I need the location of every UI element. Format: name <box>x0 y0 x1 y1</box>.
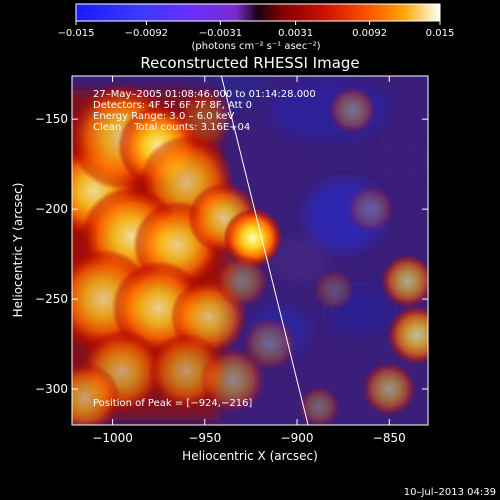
colorbar <box>75 3 441 22</box>
emission-blob <box>242 317 296 371</box>
emission-blob <box>328 86 376 134</box>
emission-blob <box>381 254 428 308</box>
emission-blob <box>387 305 428 365</box>
emission-blob <box>175 89 235 149</box>
chart-title: Reconstructed RHESSI Image <box>140 54 359 72</box>
y-tick-label: −300 <box>35 382 68 396</box>
colorbar-tick-label: 0.015 <box>426 28 455 39</box>
annotations: 27–May–2005 01:08:46.000 to 01:14:28.000… <box>93 89 316 409</box>
emission-blob <box>298 386 340 425</box>
colorbar-tick-label: 0.0031 <box>278 28 313 39</box>
x-tick-label: −850 <box>373 431 406 445</box>
y-axis-label: Heliocentric Y (arcsec) <box>11 183 25 318</box>
x-tick-label: −1000 <box>92 431 133 445</box>
plot-frame <box>71 75 429 426</box>
colorbar-tick-label: 0.0092 <box>352 28 387 39</box>
colorbar-tick-label: −0.0092 <box>125 28 168 39</box>
x-tick-label: −950 <box>188 431 221 445</box>
emission-blob <box>313 269 355 311</box>
annotation-detectors: Detectors: 4F 5F 6F 7F 8F, Att 0 <box>93 100 252 111</box>
emission-blob <box>223 208 283 268</box>
y-tick-label: −150 <box>35 112 68 126</box>
annotation-clean: Clean Total counts: 3.16E+04 <box>93 122 250 133</box>
emission-blob <box>215 254 269 308</box>
annotation-time: 27–May–2005 01:08:46.000 to 01:14:28.000 <box>93 89 316 100</box>
colorbar-unit-label: (photons cm⁻² s⁻¹ asec⁻²) <box>191 41 320 52</box>
y-tick-label: −200 <box>35 202 68 216</box>
annotation-peak: Position of Peak = [−924,−216] <box>93 398 252 409</box>
y-axis: −150 −200 −250 −300 <box>35 112 428 396</box>
emission-blob <box>72 362 121 425</box>
footer-date: 10–Jul–2013 04:39 <box>404 487 496 498</box>
colorbar-ticks: −0.015 −0.0092 −0.0031 0.0031 0.0092 0.015 <box>57 21 454 39</box>
annotation-energy: Energy Range: 3.0 – 6.0 keV <box>93 111 234 122</box>
x-axis: −1000 −950 −900 −850 <box>92 76 406 445</box>
x-axis-label: Heliocentric X (arcsec) <box>182 449 318 463</box>
colorbar-tick-label: −0.0031 <box>199 28 242 39</box>
emission-blob <box>362 362 416 416</box>
solar-limb-line <box>220 76 309 425</box>
emission-blob <box>200 347 265 413</box>
x-tick-label: −900 <box>281 431 314 445</box>
y-tick-label: −250 <box>35 292 68 306</box>
heatmap-image <box>72 76 428 425</box>
colorbar-tick-label: −0.015 <box>57 28 94 39</box>
emission-blob <box>347 185 395 233</box>
